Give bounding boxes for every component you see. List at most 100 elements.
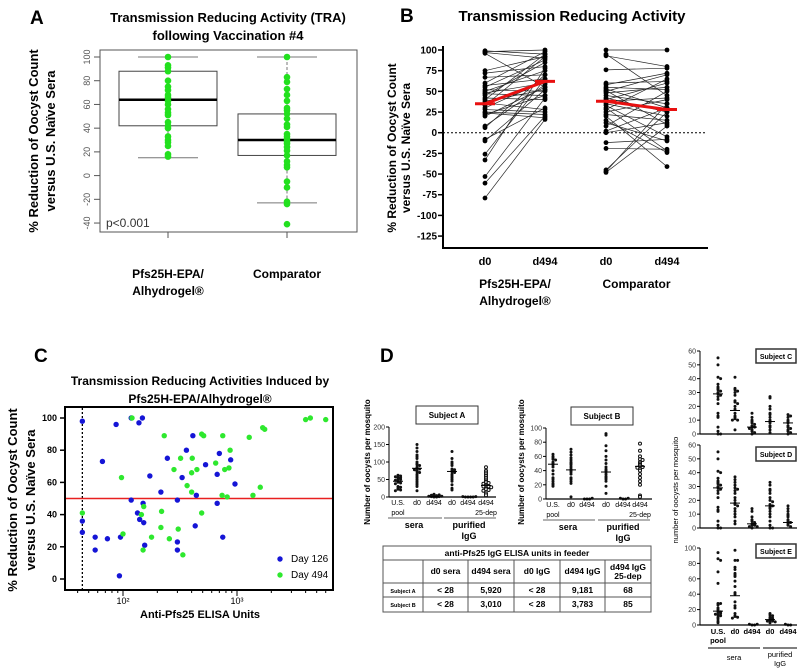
data-point-day-494: [221, 466, 228, 473]
data-point: [716, 611, 720, 615]
data-point: [733, 611, 737, 615]
y-tick-label: 100: [420, 46, 437, 57]
data-point: [716, 395, 720, 399]
x-axis-label: Anti-Pfs25 ELISA Units: [140, 609, 260, 621]
data-point: [283, 115, 291, 122]
data-point: [733, 509, 737, 513]
data-point: [283, 85, 291, 93]
data-point: [719, 558, 723, 562]
x-tick-label: d494: [478, 500, 494, 507]
data-point: [484, 465, 488, 470]
subject-label: Subject B: [584, 412, 621, 421]
data-point-day-494: [226, 465, 232, 471]
y-tick-label: 200: [373, 425, 385, 432]
y-axis-label: versus U.S. Naïve Sera: [399, 83, 413, 213]
data-point-day-494: [175, 526, 181, 532]
data-point: [736, 487, 740, 491]
data-point: [733, 606, 737, 610]
table-cell: 3,783: [572, 599, 594, 609]
y-tick-label: 50: [377, 477, 385, 484]
data-point: [604, 433, 608, 437]
data-point-day-494: [166, 536, 173, 542]
data-point: [482, 50, 488, 56]
data-point: [716, 496, 720, 500]
data-point-day-494: [158, 508, 165, 515]
data-point: [569, 481, 573, 485]
y-tick-label: 50: [688, 456, 696, 463]
table-title: anti-Pfs25 IgG ELISA units in feeder: [445, 548, 590, 558]
y-tick-label: 60: [688, 576, 696, 583]
p-value-annotation: p<0.001: [106, 216, 150, 230]
data-point-day-494: [148, 534, 155, 540]
data-point: [768, 512, 772, 516]
data-point: [750, 523, 754, 527]
y-tick-label: 40: [688, 376, 696, 383]
y-tick-label: -25: [423, 149, 438, 160]
data-point-day-494: [118, 474, 125, 481]
data-point: [716, 402, 720, 406]
y-tick-label: 100: [530, 426, 542, 433]
data-point-day-126: [183, 447, 190, 453]
y-tick-label: -100: [417, 211, 437, 222]
y-tick-label: 0: [52, 574, 57, 584]
subject-line: [484, 111, 546, 115]
subject-line: [484, 49, 546, 53]
data-point: [733, 388, 737, 392]
data-point: [283, 73, 291, 81]
subject-line: [484, 51, 546, 84]
subject-line: [605, 86, 668, 91]
subject-line: [484, 97, 546, 100]
y-tick-label: 30: [688, 484, 696, 491]
y-tick-label: 40: [534, 468, 542, 475]
data-point: [542, 117, 548, 122]
data-point: [789, 414, 793, 418]
data-point: [716, 519, 720, 523]
x-tick-label: d494: [579, 502, 595, 509]
data-point: [733, 428, 737, 432]
table-cell: 85: [623, 599, 633, 609]
data-point: [716, 375, 720, 379]
data-point: [733, 558, 737, 562]
data-point-day-494: [220, 433, 226, 439]
data-point-day-126: [141, 519, 147, 526]
chart-title: Transmission Reducing Activities Induced…: [71, 374, 330, 388]
data-point: [768, 613, 772, 617]
data-point-day-126: [220, 534, 226, 540]
y-tick-label: 60: [688, 349, 696, 356]
data-point: [768, 425, 772, 429]
y-tick-label: 20: [534, 482, 542, 489]
subject-line: [605, 119, 668, 153]
subject-line: [605, 91, 668, 127]
data-point: [730, 418, 734, 422]
data-point: [604, 477, 608, 481]
data-point-day-494: [219, 492, 225, 498]
data-point: [638, 472, 642, 477]
x-tick-label: d494: [632, 502, 648, 509]
data-point: [747, 426, 751, 430]
table-cell: < 28: [437, 599, 454, 609]
data-point: [733, 496, 737, 500]
subject-label-box: [755, 446, 797, 462]
data-point: [768, 507, 772, 511]
data-point: [768, 404, 772, 408]
y-axis-label: % Reduction of Oocyst Count: [385, 63, 399, 232]
data-point: [733, 404, 737, 408]
x-tick-label: pool: [391, 510, 405, 517]
data-point-day-494: [79, 510, 86, 516]
data-point: [664, 101, 670, 107]
subject-line: [484, 115, 546, 184]
data-point: [450, 464, 454, 467]
data-point: [716, 482, 720, 486]
data-point-day-126: [202, 461, 209, 468]
data-point: [396, 487, 400, 491]
data-point: [664, 123, 670, 129]
table-column-header: d494 IgG: [565, 566, 601, 576]
data-point: [786, 429, 790, 433]
y-tick-label: 30: [688, 390, 696, 397]
data-point: [542, 54, 548, 60]
data-point-day-126: [179, 474, 185, 481]
data-point: [482, 174, 488, 179]
data-point-day-494: [224, 494, 230, 500]
chart-title: Transmission Reducing Activity (TRA): [110, 10, 346, 25]
y-tick-label: -125: [417, 232, 437, 243]
